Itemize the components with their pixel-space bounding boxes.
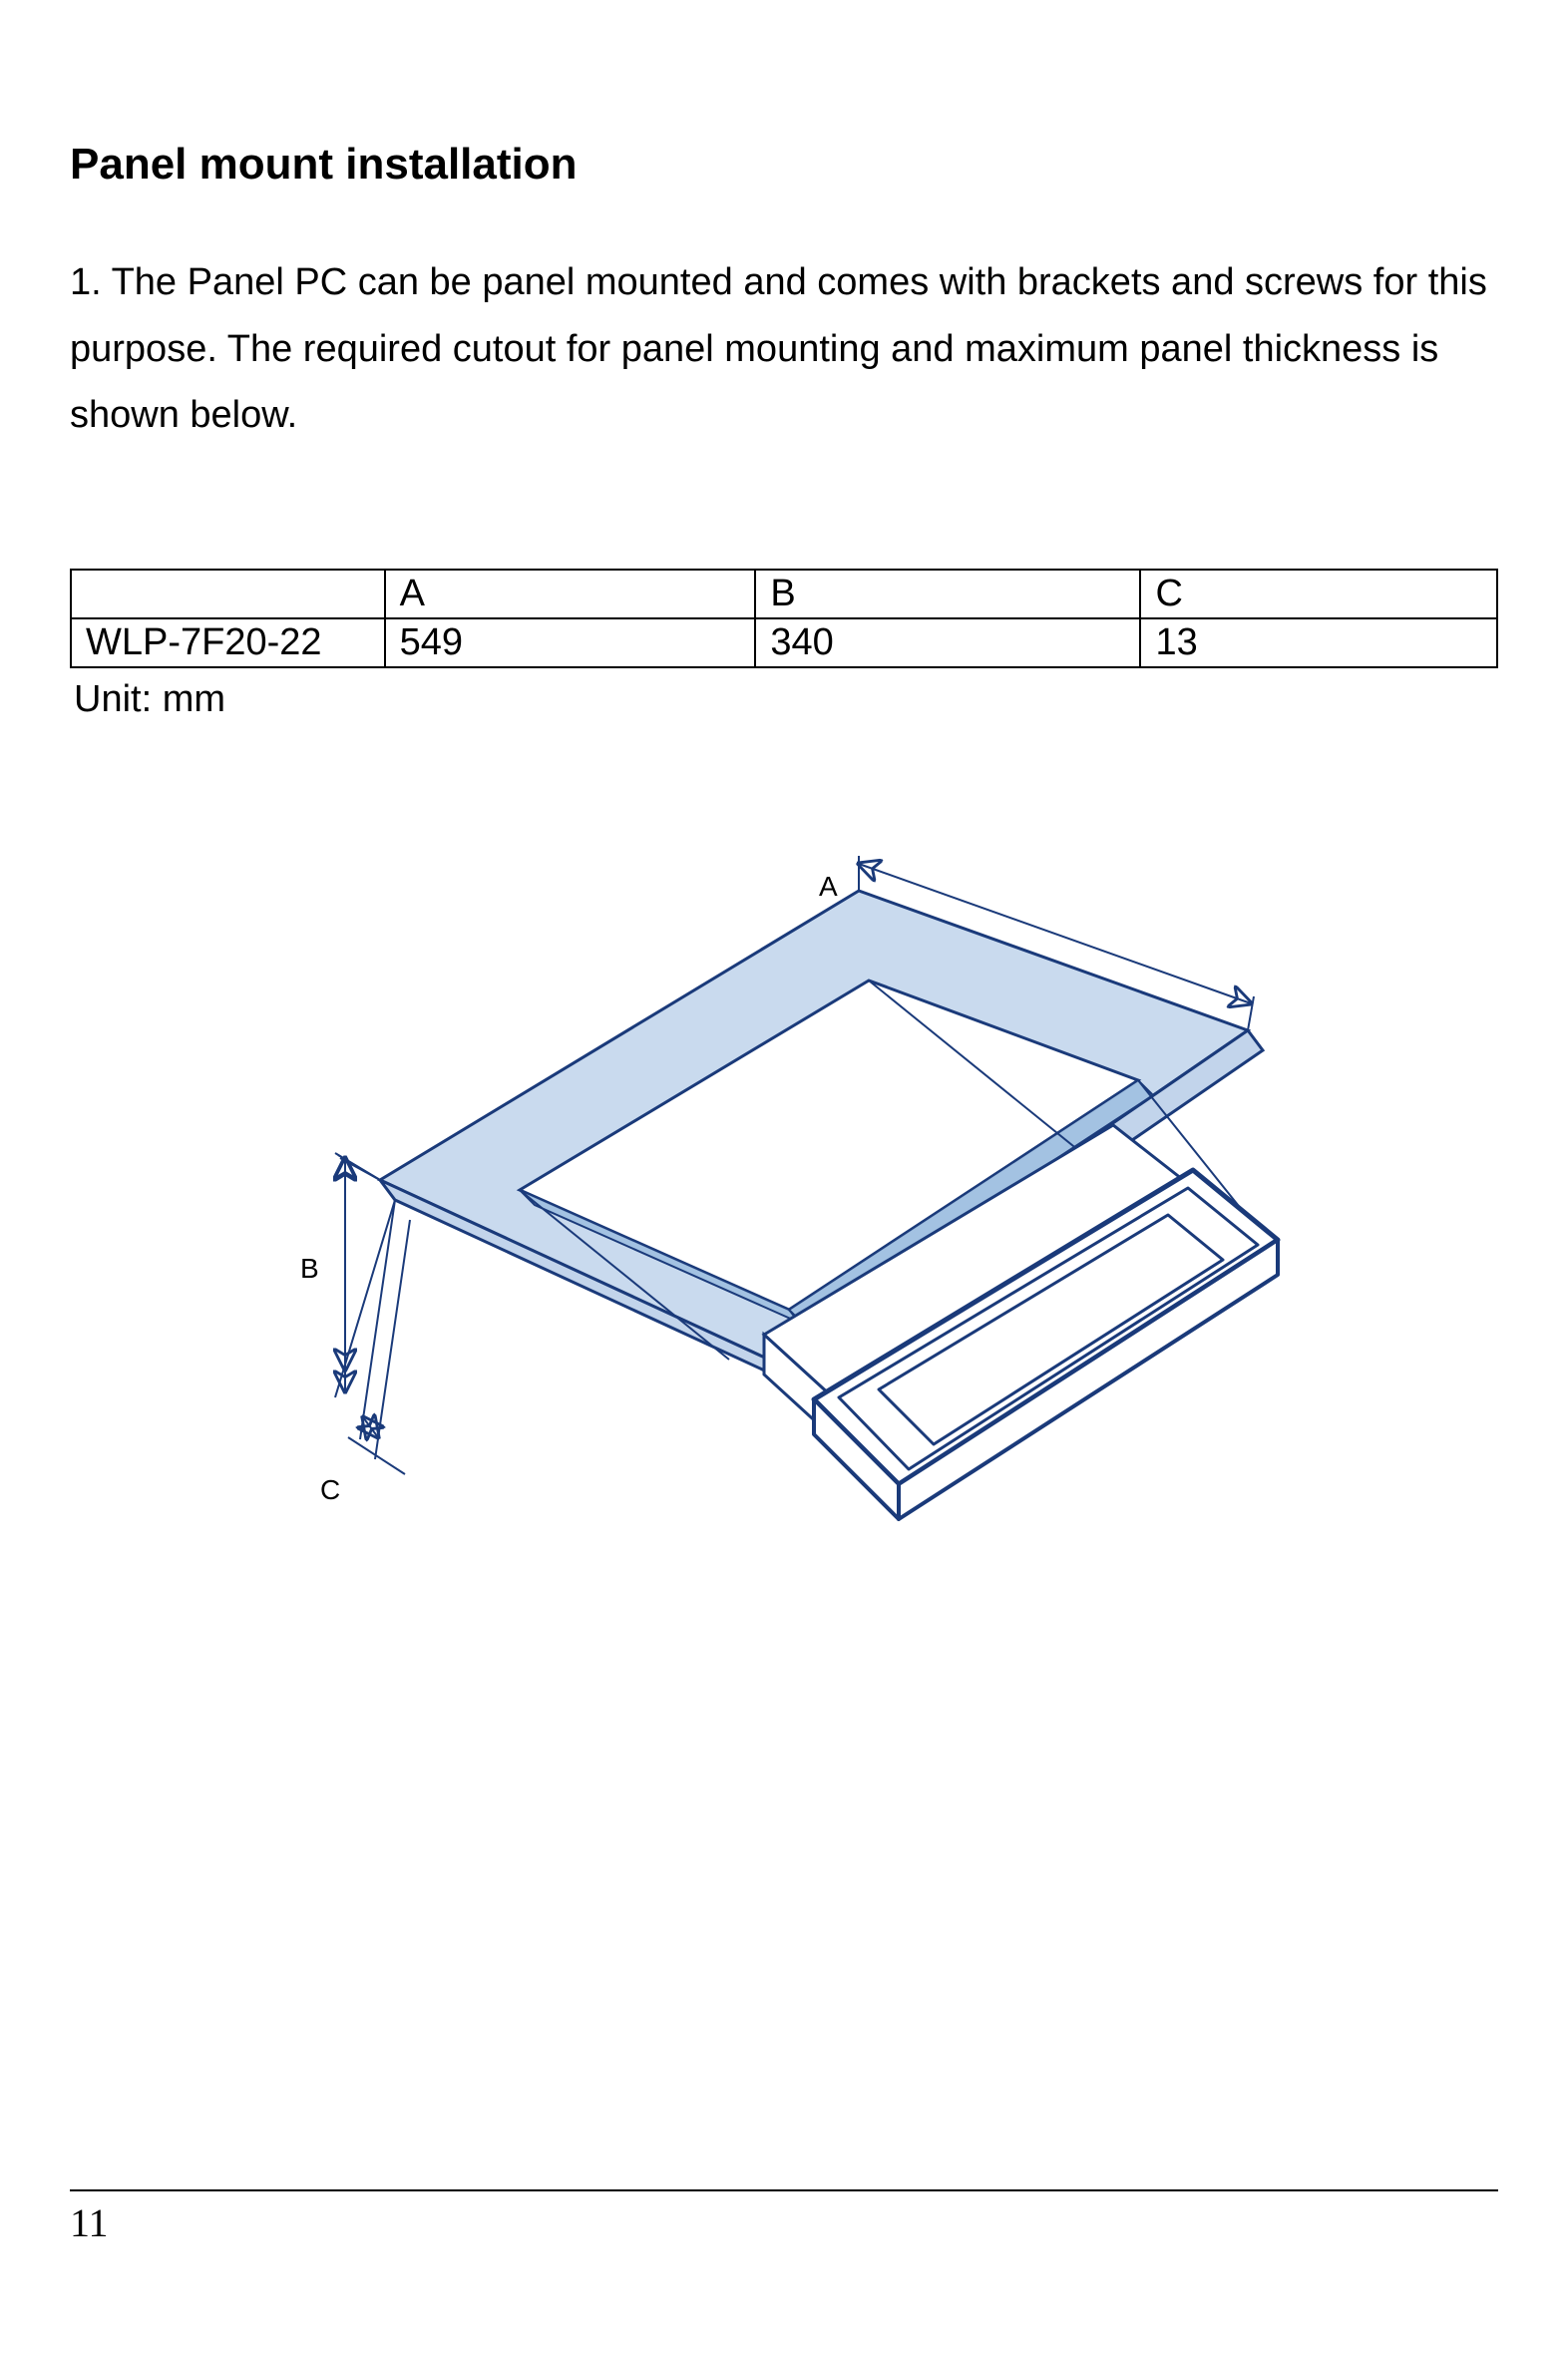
cutout-diagram: A B — [70, 801, 1498, 1704]
table-header-row: A B C — [71, 570, 1497, 618]
section-heading: Panel mount installation — [70, 140, 1498, 190]
unit-note: Unit: mm — [74, 678, 1498, 721]
table-cell: 340 — [755, 618, 1140, 667]
table-cell: 13 — [1140, 618, 1497, 667]
table-cell: 549 — [385, 618, 756, 667]
dimension-c — [348, 1200, 410, 1474]
page-number: 11 — [70, 2200, 109, 2245]
dimension-b-label: B — [300, 1253, 319, 1284]
dimension-c-label: C — [320, 1474, 340, 1505]
body-paragraph: 1. The Panel PC can be panel mounted and… — [70, 249, 1498, 449]
table-header-cell: A — [385, 570, 756, 618]
dimension-a-label: A — [819, 871, 838, 902]
dimensions-table: A B C WLP-7F20-22 549 340 13 — [70, 569, 1498, 668]
table-header-cell — [71, 570, 385, 618]
table-header-cell: B — [755, 570, 1140, 618]
table-cell: WLP-7F20-22 — [71, 618, 385, 667]
table-header-cell: C — [1140, 570, 1497, 618]
table-row: WLP-7F20-22 549 340 13 — [71, 618, 1497, 667]
